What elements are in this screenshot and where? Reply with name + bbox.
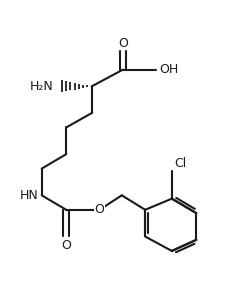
Text: HN: HN [20, 189, 38, 202]
Text: O: O [94, 203, 104, 216]
Text: O: O [61, 239, 71, 252]
Text: OH: OH [159, 63, 178, 76]
Text: Cl: Cl [173, 157, 185, 170]
Text: H₂N: H₂N [30, 80, 54, 93]
Text: O: O [117, 37, 127, 50]
